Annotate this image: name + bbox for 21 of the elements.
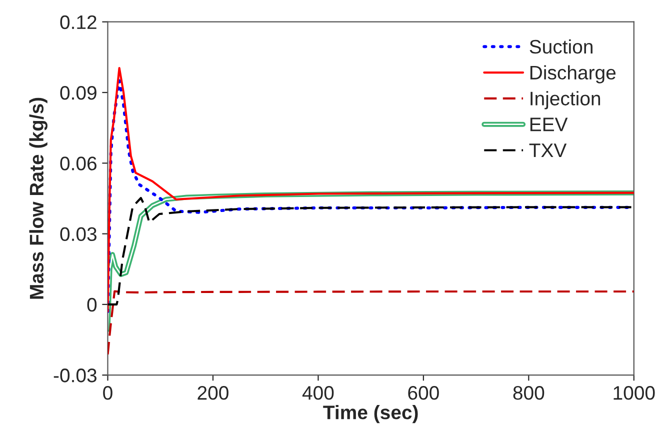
y-tick-label: 0.12 (60, 15, 96, 30)
legend-label: Discharge (530, 65, 616, 84)
x-tick-label: 800 (513, 386, 544, 400)
line-series (108, 290, 634, 356)
legend-label: EEV (530, 118, 568, 132)
x-tick-label: 0 (103, 386, 112, 400)
legend-label: TXV (529, 144, 567, 158)
y-axis-title: Mass Flow Rate (kg/s) (29, 98, 48, 299)
y-tick-label: 0.03 (60, 227, 96, 242)
x-tick-label: 400 (302, 386, 334, 400)
line-series (108, 196, 634, 306)
x-tick-label: 1000 (614, 386, 655, 400)
x-tick-label: 200 (198, 386, 228, 400)
x-axis-title: Time (sec) (323, 405, 418, 424)
y-tick-label: 0.06 (60, 156, 96, 170)
x-tick-label: 600 (408, 386, 439, 400)
legend-label: Injection (530, 91, 600, 110)
y-tick-label: -0.03 (54, 368, 96, 382)
legend-label: Suction (530, 39, 592, 54)
y-tick-label: 0 (87, 298, 97, 312)
y-tick-label: 0.09 (60, 86, 96, 100)
